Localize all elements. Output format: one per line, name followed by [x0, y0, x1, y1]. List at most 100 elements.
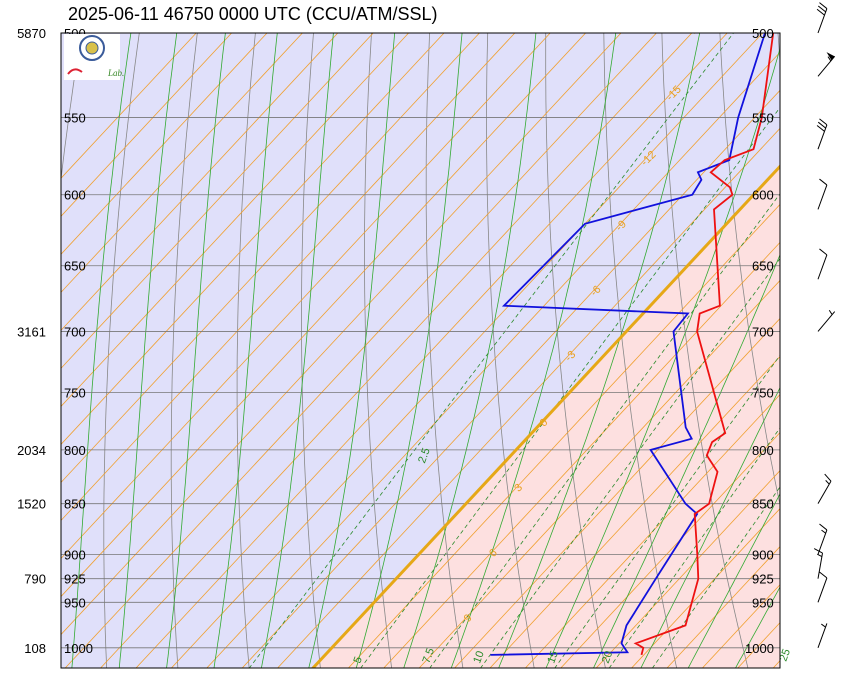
pressure-label-left: 950 [64, 595, 86, 610]
pressure-label-right: 900 [752, 547, 774, 562]
pressure-label-left: 900 [64, 547, 86, 562]
temperature-profile-line [633, 33, 775, 656]
pressure-label-left: 650 [64, 259, 86, 274]
isotherm-line [61, 33, 374, 369]
isotherm-line [61, 33, 268, 255]
height-labels: 5870 3161 2034 1520 790 108 [17, 26, 46, 656]
wind-barb [816, 2, 828, 34]
moist-adiabat-line [213, 33, 278, 668]
wind-barb [817, 52, 836, 77]
isotherm-line [277, 127, 780, 668]
moist-adiabat-line [450, 33, 617, 668]
dry-adiabat-line [103, 33, 140, 668]
mixing-ratio-line [608, 427, 780, 668]
pressure-label-left: 700 [64, 325, 86, 340]
moist-adiabat-line [71, 33, 132, 668]
wind-barb [817, 248, 828, 280]
dry-adiabat-line [301, 33, 321, 668]
barb-full [813, 548, 823, 554]
barb-staff [817, 56, 836, 77]
mixing-ratio-label: 20 [600, 649, 615, 665]
moist-adiabat-line [498, 33, 701, 668]
isotherm-line [418, 279, 780, 668]
barb-staff [817, 577, 828, 603]
isotherm-line [61, 33, 339, 331]
freezing-isotherm-line [310, 164, 780, 668]
dry-adiabat-line [777, 33, 780, 66]
barb-full [817, 121, 827, 129]
pressure-label-right: 1000 [745, 641, 774, 656]
warm-region [313, 33, 780, 668]
wind-barb [817, 473, 832, 504]
barb-flag [826, 52, 835, 61]
mixing-ratio-label: 2.5 [416, 446, 433, 464]
pressure-label-right: 600 [752, 188, 774, 203]
dry-adiabat-line [661, 33, 749, 668]
height-label: 5870 [17, 26, 46, 41]
isotherm-line [61, 33, 197, 179]
mixing-ratio-label: 25 [778, 647, 793, 663]
moist-adiabat-line [260, 33, 334, 668]
dewpoint-profile-line [490, 33, 766, 656]
moist-adiabat-line [735, 586, 780, 668]
dry-adiabat-line [61, 33, 82, 183]
isotherm-line [170, 33, 764, 668]
pressure-label-right: 650 [752, 259, 774, 274]
wind-barbs [813, 2, 836, 649]
barb-full [816, 125, 825, 132]
isotherm-line [61, 33, 233, 217]
height-label: 2034 [17, 443, 46, 458]
isotherm-line [489, 355, 780, 668]
pressure-label-left: 1000 [64, 641, 93, 656]
pressure-label-right: 550 [752, 111, 774, 126]
isotherm-line [666, 546, 780, 668]
isotherm-line [64, 33, 657, 668]
barb-half [821, 529, 826, 534]
mixing-ratio-line [248, 33, 735, 668]
pressure-label-left: 600 [64, 188, 86, 203]
moist-adiabat-line [640, 386, 780, 668]
pressure-label-left: 750 [64, 386, 86, 401]
dry-adiabat-line [545, 33, 606, 668]
barb-full [819, 178, 828, 186]
moist-adiabat-line [403, 33, 537, 668]
wind-barb [817, 623, 828, 649]
barb-staff [817, 184, 828, 210]
barb-half [825, 480, 830, 485]
isotherm-label: -18 [689, 18, 709, 38]
pressure-label-right: 750 [752, 386, 774, 401]
cold-region [61, 33, 780, 668]
height-label: 1520 [17, 497, 46, 512]
barb-staff [817, 311, 836, 332]
isotherm-line [61, 33, 622, 636]
barb-half [821, 623, 826, 628]
pressure-label-right: 850 [752, 497, 774, 512]
isotherm-line [454, 317, 780, 668]
dry-adiabat-line [835, 15, 850, 674]
moist-adiabat-line [687, 493, 780, 668]
pressure-label-left: 925 [64, 572, 86, 587]
pressure-label-right: 950 [752, 595, 774, 610]
isotherm-line [61, 33, 410, 407]
height-label: 790 [24, 572, 46, 587]
isotherm-line [631, 508, 780, 668]
pressure-label-right: 700 [752, 325, 774, 340]
barb-staff [817, 529, 828, 555]
mixing-ratio-label: 5 [352, 655, 365, 665]
wind-barb [817, 571, 828, 603]
mixing-ratio-label: 7.5 [421, 647, 438, 665]
dry-adiabat-line [425, 33, 464, 668]
barb-half [817, 553, 823, 557]
barb-full [819, 118, 828, 126]
isotherm-line [61, 33, 303, 293]
dry-adiabat-line [486, 33, 535, 668]
pressure-label-left: 550 [64, 111, 86, 126]
mixing-ratio-label: 10 [471, 649, 486, 665]
wind-barb [817, 309, 836, 332]
moist-adiabat-line [355, 33, 463, 668]
isotherm-line [61, 33, 551, 560]
isotherm-line [61, 33, 587, 598]
barb-staff [817, 254, 828, 280]
